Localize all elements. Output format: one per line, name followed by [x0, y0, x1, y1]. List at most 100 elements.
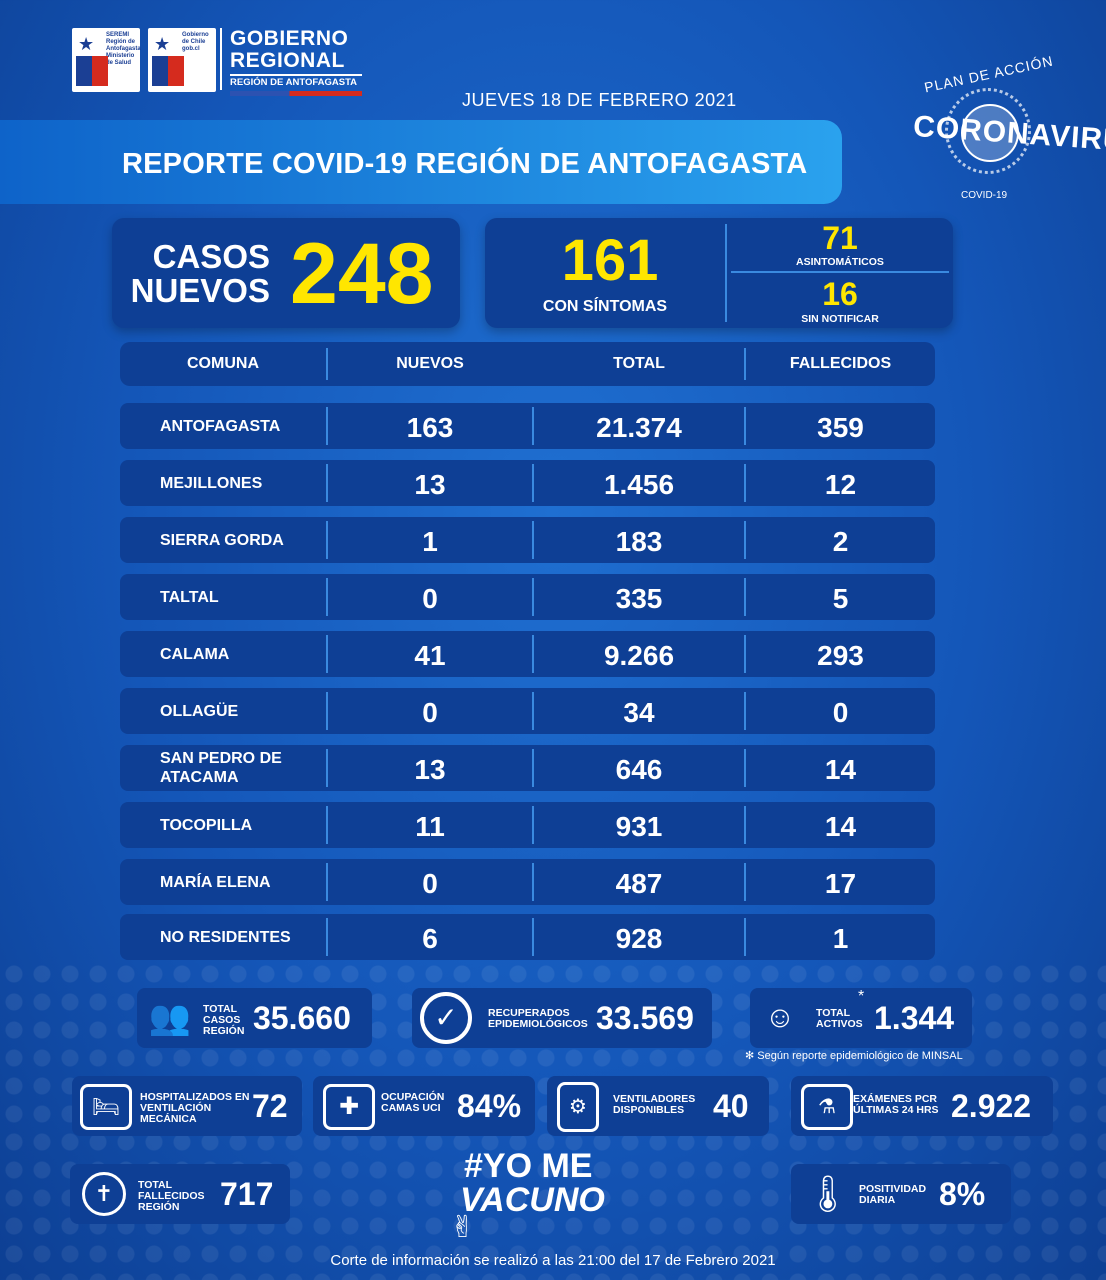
- row-comuna: CALAMA: [160, 645, 230, 663]
- with-symptoms-label: CON SÍNTOMAS: [542, 298, 668, 315]
- table-row: MEJILLONES 13 1.456 12: [120, 460, 935, 506]
- table-row: MARÍA ELENA 0 487 17: [120, 859, 935, 905]
- page-title: REPORTE COVID-19 REGIÓN DE ANTOFAGASTA: [122, 148, 808, 180]
- vacuno-text: VACUNO: [460, 1181, 605, 1219]
- gob-line2: REGIONAL: [230, 49, 345, 72]
- star-icon: ★: [154, 34, 171, 54]
- new-cases-value: 248: [290, 226, 434, 322]
- hospitalized-label: HOSPITALIZADOS EN VENTILACIÓN MECÁNICA: [140, 1091, 250, 1125]
- row-nuevos: 11: [415, 811, 445, 842]
- table-header: COMUNA NUEVOS TOTAL FALLECIDOS: [120, 342, 935, 386]
- new-cases-label-2: NUEVOS: [130, 272, 270, 309]
- positivity-label: POSITIVIDAD DIARIA: [859, 1183, 927, 1206]
- row-nuevos: 0: [422, 697, 438, 728]
- row-comuna: SAN PEDRO DE ATACAMA: [160, 750, 282, 786]
- report-date: JUEVES 18 DE FEBRERO 2021: [462, 90, 737, 110]
- table-row: TOCOPILLA 11 931 14: [120, 802, 935, 848]
- row-total: 931: [615, 811, 663, 842]
- row-total: 34: [623, 697, 655, 728]
- row-total: 183: [615, 526, 663, 557]
- col-comuna: COMUNA: [187, 355, 259, 372]
- hospital-bed-icon: 🛏: [80, 1084, 132, 1130]
- total-cases-card: 👥 TOTAL CASOS REGIÓN 35.660: [137, 988, 372, 1048]
- active-card: ☺ TOTAL ACTIVOS * 1.344: [750, 988, 972, 1048]
- row-fallecidos: 17: [824, 868, 857, 899]
- positivity-card: 🌡 POSITIVIDAD DIARIA 8%: [791, 1164, 1011, 1224]
- test-tubes-icon: ⚗: [801, 1084, 853, 1130]
- row-total: 487: [615, 868, 663, 899]
- coronavirus-plan-logo: PLAN DE ACCIÓN CORONAVIRUS COVID-19: [905, 53, 1106, 210]
- row-nuevos: 41: [414, 640, 446, 671]
- row-total: 21.374: [596, 412, 682, 443]
- gob-line1: GOBIERNO: [230, 27, 349, 50]
- person-virus-icon: ☺: [764, 1001, 796, 1034]
- icu-occupancy-label: OCUPACIÓN CAMAS UCI: [381, 1091, 445, 1114]
- row-fallecidos: 5: [832, 583, 849, 614]
- cross-icon: ✝: [82, 1172, 126, 1216]
- row-nuevos: 6: [422, 923, 438, 954]
- active-label: TOTAL ACTIVOS: [816, 1007, 863, 1030]
- pcr-exams-value: 2.922: [951, 1088, 1032, 1124]
- icu-bed-icon: ✚: [323, 1084, 375, 1130]
- row-comuna: OLLAGÜE: [160, 702, 239, 720]
- yo-me-text: #YO ME: [464, 1147, 593, 1185]
- not-notified-label: SIN NOTIFICAR: [801, 313, 879, 325]
- asterisk-icon: *: [858, 988, 865, 1005]
- total-deaths-label: TOTAL FALLECIDOS REGIÓN: [138, 1179, 205, 1213]
- with-symptoms-value: 161: [561, 228, 659, 293]
- row-comuna: SIERRA GORDA: [160, 531, 284, 549]
- asymptomatic-value: 71: [822, 220, 858, 256]
- row-fallecidos: 14: [824, 754, 857, 785]
- victory-hand-icon: ✌: [450, 1211, 476, 1244]
- recovered-card: ✓ RECUPERADOS EPIDEMIOLÓGICOS 33.569: [412, 988, 712, 1048]
- icu-occupancy-card: ✚ OCUPACIÓN CAMAS UCI 84%: [313, 1076, 535, 1136]
- table-row: CALAMA 41 9.266 293: [120, 631, 935, 677]
- hospitalized-value: 72: [252, 1088, 288, 1124]
- recovered-value: 33.569: [596, 1000, 694, 1036]
- row-fallecidos: 12: [824, 469, 857, 500]
- row-nuevos: 163: [406, 412, 454, 443]
- ventilators-card: ⚙ VENTILADORES DISPONIBLES 40: [547, 1076, 769, 1136]
- col-total: TOTAL: [613, 355, 665, 372]
- footer-note: Corte de información se realizó a las 21…: [330, 1252, 776, 1269]
- row-nuevos: 0: [422, 583, 438, 614]
- hospitalized-card: 🛏 HOSPITALIZADOS EN VENTILACIÓN MECÁNICA…: [72, 1076, 302, 1136]
- row-total: 928: [615, 923, 663, 954]
- icu-occupancy-value: 84%: [457, 1088, 522, 1124]
- asymptomatic-label: ASINTOMÁTICOS: [796, 256, 884, 268]
- thermometer-person-icon: 🌡: [805, 1173, 851, 1214]
- row-total: 646: [615, 754, 663, 785]
- people-icon: 👥: [148, 999, 192, 1037]
- row-nuevos: 0: [422, 868, 438, 899]
- star-icon: ★: [78, 34, 95, 54]
- gob-line3: REGIÓN DE ANTOFAGASTA: [230, 74, 362, 88]
- title-banner: REPORTE COVID-19 REGIÓN DE ANTOFAGASTA: [0, 120, 842, 204]
- active-value: 1.344: [874, 1000, 955, 1036]
- row-fallecidos: 1: [832, 923, 849, 954]
- table-row: TALTAL 0 335 5: [120, 574, 935, 620]
- pcr-exams-label: EXÁMENES PCR ÚLTIMAS 24 HRS: [853, 1093, 939, 1116]
- seremi-logo: ★ SEREMI Región de Antofagasta Ministeri…: [72, 28, 141, 92]
- row-nuevos: 13: [414, 754, 446, 785]
- total-cases-label: TOTAL CASOS REGIÓN: [203, 1003, 245, 1037]
- table-row: ANTOFAGASTA 163 21.374 359: [120, 403, 935, 449]
- total-deaths-value: 717: [220, 1176, 274, 1212]
- pcr-exams-card: ⚗ EXÁMENES PCR ÚLTIMAS 24 HRS 2.922: [791, 1076, 1053, 1136]
- row-comuna: TALTAL: [160, 588, 219, 606]
- gobierno-regional-logo: GOBIERNO REGIONAL REGIÓN DE ANTOFAGASTA: [220, 27, 362, 96]
- recovered-label: RECUPERADOS EPIDEMIOLÓGICOS: [488, 1007, 588, 1030]
- ventilators-value: 40: [713, 1088, 749, 1124]
- positivity-value: 8%: [939, 1176, 986, 1212]
- table-row: SIERRA GORDA 1 183 2: [120, 517, 935, 563]
- row-nuevos: 1: [422, 526, 438, 557]
- row-total: 1.456: [603, 469, 675, 500]
- gobierno-chile-logo-text: Gobierno de Chile gob.cl: [182, 32, 209, 52]
- col-fallecidos: FALLECIDOS: [789, 355, 892, 372]
- table-row: NO RESIDENTES 6 928 1: [120, 914, 935, 960]
- gobierno-chile-logo: ★ Gobierno de Chile gob.cl: [148, 28, 216, 92]
- ventilators-label: VENTILADORES DISPONIBLES: [613, 1093, 696, 1116]
- table-row: OLLAGÜE 0 34 0: [120, 688, 935, 734]
- minsal-note: ✻ Según reporte epidemiológico de MINSAL: [745, 1050, 963, 1062]
- new-cases-label-1: CASOS: [152, 238, 270, 275]
- yo-me-vacuno-logo: #YO ME VACUNO ✌: [440, 1148, 610, 1248]
